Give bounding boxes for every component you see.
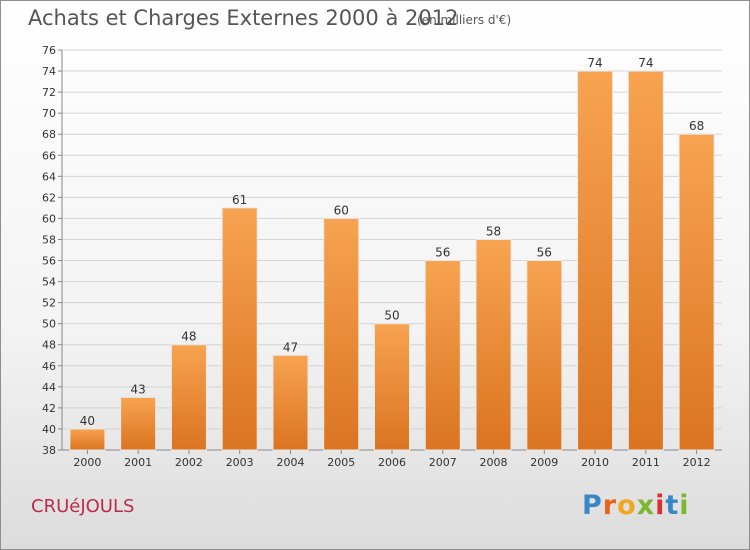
y-tick-label: 60 <box>42 212 56 225</box>
x-tick-label: 2006 <box>378 456 406 469</box>
x-tick-label: 2012 <box>683 456 711 469</box>
data-label-2006: 50 <box>384 309 399 323</box>
data-label-2005: 60 <box>334 203 349 217</box>
data-label-2011: 74 <box>638 56 653 70</box>
x-tick-label: 2005 <box>327 456 355 469</box>
bar-2008 <box>475 238 512 451</box>
chart-subtitle: (en milliers d'€) <box>417 13 512 27</box>
x-tick-label: 2003 <box>226 456 254 469</box>
data-label-2007: 56 <box>435 246 450 260</box>
y-tick-label: 52 <box>42 297 56 310</box>
y-tick-label: 72 <box>42 86 56 99</box>
y-tick-label: 66 <box>42 149 56 162</box>
x-tick-label: 2009 <box>530 456 558 469</box>
y-tick-label: 74 <box>42 65 56 78</box>
y-tick-label: 38 <box>42 444 56 457</box>
y-tick-label: 40 <box>42 423 56 436</box>
x-tick-label: 2007 <box>429 456 457 469</box>
data-label-2010: 74 <box>587 56 602 70</box>
commune-name: CRUéJOULS <box>31 496 135 517</box>
data-label-2008: 58 <box>486 224 501 238</box>
x-tick-label: 2011 <box>632 456 660 469</box>
x-tick-labels: 2000 2001 2002 2003 2004 2005 2006 2007 2008 2009… <box>73 450 711 469</box>
x-tick-label: 2001 <box>124 456 152 469</box>
y-tick-labels: 38 40 42 44 46 48 50 52 54 56 58 60 62 64 66 68 70 72 74 76 <box>42 44 56 457</box>
x-tick-label: 2002 <box>175 456 203 469</box>
y-tick-label: 44 <box>42 381 56 394</box>
data-label-2012: 68 <box>689 119 704 133</box>
y-tick-label: 56 <box>42 255 56 268</box>
logo-letter: r <box>602 490 618 521</box>
y-tick-label: 50 <box>42 318 56 331</box>
data-label-2003: 61 <box>232 193 247 207</box>
logo-letter: x <box>636 490 656 521</box>
data-label-2002: 48 <box>181 330 196 344</box>
x-tick-label: 2004 <box>276 456 304 469</box>
bar-2003 <box>221 207 258 451</box>
data-label-2001: 43 <box>131 382 146 396</box>
bar-2005 <box>323 217 360 451</box>
chart-title: Achats et Charges Externes 2000 à 2012 <box>28 6 459 30</box>
data-label-2004: 47 <box>283 340 298 354</box>
y-tick-label: 58 <box>42 233 56 246</box>
y-tick-label: 46 <box>42 360 56 373</box>
y-tick-label: 48 <box>42 339 56 352</box>
bar-2010 <box>577 70 614 451</box>
logo-letter: P <box>582 490 603 521</box>
bar-2004 <box>272 354 309 451</box>
bar-2002 <box>170 344 207 451</box>
bar-2007 <box>424 260 461 451</box>
bar-2009 <box>526 260 563 451</box>
data-labels: 40 43 48 61 47 60 50 56 58 56 74 74 68 <box>80 56 705 428</box>
x-tick-label: 2010 <box>581 456 609 469</box>
y-tick-label: 70 <box>42 107 56 120</box>
data-label-2000: 40 <box>80 414 95 428</box>
y-tick-label: 54 <box>42 276 56 289</box>
logo-letter: i <box>655 490 666 521</box>
data-label-2009: 56 <box>537 246 552 260</box>
bar-2006 <box>373 323 411 451</box>
bar-2011 <box>627 70 664 451</box>
logo-letter: o <box>617 490 637 521</box>
bars <box>69 70 715 451</box>
bar-2000 <box>69 428 106 451</box>
bar-2001 <box>120 396 157 451</box>
proxiti-logo: Proxiti <box>582 490 690 521</box>
y-tick-label: 76 <box>42 44 56 57</box>
x-tick-label: 2008 <box>480 456 508 469</box>
y-tick-label: 68 <box>42 128 56 141</box>
x-tick-label: 2000 <box>73 456 101 469</box>
bar-2012 <box>678 133 715 451</box>
logo-letter: t <box>665 490 680 521</box>
y-tick-label: 42 <box>42 402 56 415</box>
logo-letter: i <box>679 490 690 521</box>
y-tick-label: 64 <box>42 170 56 183</box>
y-tick-label: 62 <box>42 191 56 204</box>
